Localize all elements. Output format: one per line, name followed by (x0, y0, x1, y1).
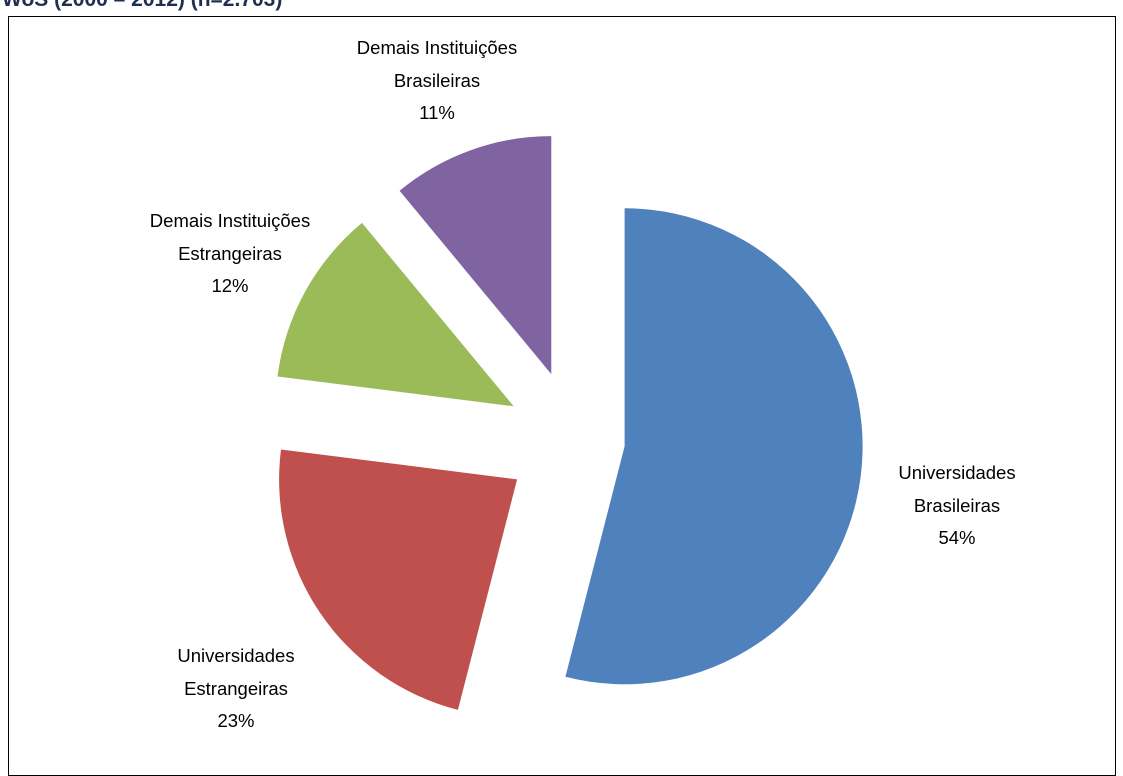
slice-value: 23% (217, 710, 255, 731)
slice-name: Universidades Brasileiras (898, 462, 1016, 516)
slice-label: Demais Instituições Brasileiras 11% (352, 32, 522, 130)
slice-value: 11% (419, 102, 455, 123)
pie-slice (279, 449, 518, 710)
slice-label: Demais Instituições Estrangeiras 12% (145, 205, 315, 303)
pie-slice (277, 222, 514, 407)
chart (277, 136, 863, 710)
pie-slice (565, 208, 863, 685)
slice-value: 54% (938, 527, 976, 548)
slice-name: Universidades Estrangeiras (177, 645, 295, 699)
slice-label: Universidades Brasileiras 54% (872, 457, 1042, 555)
slice-name: Demais Instituições Estrangeiras (149, 210, 311, 264)
slice-name: Demais Instituições Brasileiras (356, 37, 518, 91)
pie-slice (399, 136, 552, 375)
chart-title: WoS (2000 – 2012) (n=2.703) (2, 0, 282, 12)
slice-value: 12% (211, 275, 249, 296)
slice-label: Universidades Estrangeiras 23% (151, 640, 321, 738)
